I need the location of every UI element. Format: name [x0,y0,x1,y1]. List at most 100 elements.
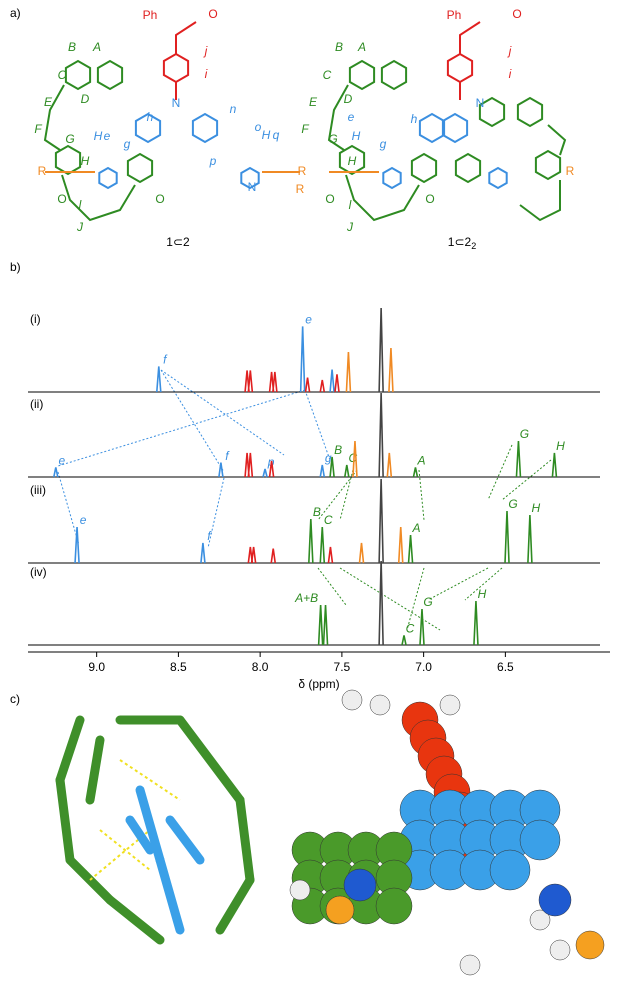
panel-label: a) [10,6,21,20]
bond [175,21,197,100]
peak [319,379,326,393]
atom [325,895,355,925]
x-axis-label: δ (ppm) [298,677,339,691]
peak [515,440,522,478]
ring [162,52,190,84]
atom-label: J [346,220,354,234]
contact [119,759,181,801]
atom [289,879,311,901]
atom [575,930,605,960]
peak [386,452,393,478]
atom-label: E [44,95,53,109]
ring [410,152,438,184]
models [55,689,605,976]
peak-label: G [520,427,529,441]
peak [344,464,350,478]
compound-subscript: 2 [471,241,476,251]
stick [105,895,165,945]
peak [334,374,340,393]
peak [473,600,479,646]
bond [43,84,136,222]
atom-label: j [203,44,208,58]
ring [134,112,162,144]
peak [412,467,419,478]
atom-label: g [380,137,387,151]
ring [454,152,482,184]
atom-label: i [509,67,512,81]
peak [270,548,277,564]
peak [155,366,162,393]
atom-label: e [348,110,355,124]
atom-label: h [411,112,418,126]
atom-label: A [357,40,366,54]
atom [529,909,551,931]
ring [418,112,446,144]
panel-label: b) [10,260,21,274]
atom-label: j [507,44,512,58]
atom [459,954,481,976]
atom-label: H [81,154,90,168]
bond [327,84,420,222]
bond [459,21,481,100]
stick [235,795,255,885]
atom-label: O [57,192,66,206]
peak [419,608,425,646]
atom [538,883,572,917]
atom-label: i [205,67,208,81]
peak [329,456,335,478]
compound-name: 1⊂2 [448,235,472,249]
stick [55,775,75,865]
peak [53,467,59,478]
peak [74,526,80,564]
atom [369,694,391,716]
peak [268,460,275,478]
x-tick-label: 6.5 [497,660,514,674]
atom-label: F [301,122,309,136]
spectrum-label: (iv) [30,565,47,579]
atom-label: l [349,198,352,212]
peak-label: A [412,521,421,535]
atom-label: e [104,129,111,143]
atom-label: n [230,102,237,116]
peak [250,546,257,564]
spectrum-label: (ii) [30,397,43,411]
stick [85,735,105,805]
atom-label: G [328,132,337,146]
peak-label: A+B [294,591,318,605]
atom [489,849,531,891]
ring [54,144,82,176]
atom [439,694,461,716]
dotted-line [57,369,331,549]
dotted-line [317,444,552,631]
x-tick-label: 8.0 [252,660,269,674]
peak [551,452,558,478]
peak [317,604,324,646]
atom-label: R [566,164,575,178]
atom-label: Ph [447,8,462,22]
ring [441,112,469,144]
stick [135,785,165,865]
peak-label: f [163,353,168,367]
atom-label: q [273,128,280,142]
atom-label: Ph [143,8,158,22]
atom-label: A [92,40,101,54]
peak-label: f [225,449,230,463]
peak [247,370,254,393]
ring [516,96,544,128]
stick [125,815,155,855]
atom-label: H [352,129,361,143]
peak [218,462,224,478]
peak-label: g [325,451,332,465]
peak-label: H [532,501,541,515]
ring [338,144,366,176]
peak-label: C [324,513,333,527]
compound-name: 1⊂22 [448,235,476,251]
atom-label: H [262,128,271,142]
ring [380,59,408,91]
peak-label: A [416,454,425,468]
peak [397,526,404,564]
peak-label: G [508,497,517,511]
atom-label: R [296,182,305,196]
ring [191,112,219,144]
